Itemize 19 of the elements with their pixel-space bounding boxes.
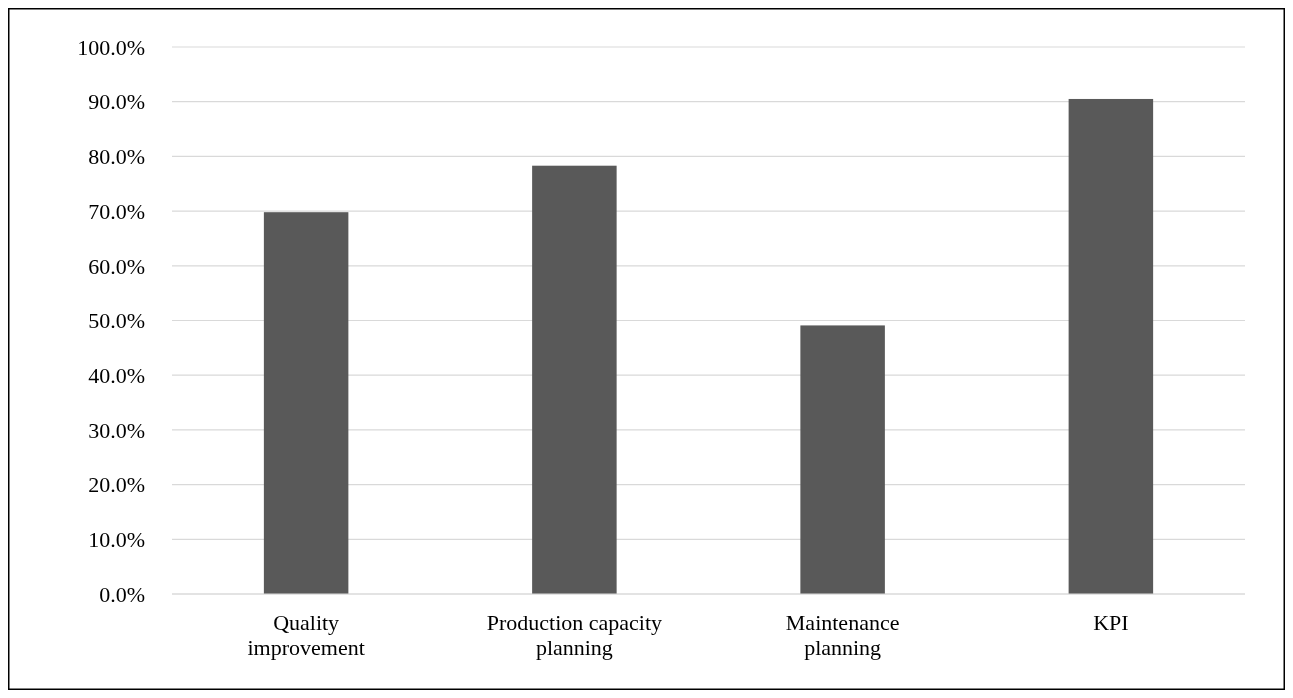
y-tick-label: 90.0%	[88, 89, 145, 115]
x-tick-label: Maintenance planning	[785, 610, 900, 660]
bar	[1068, 98, 1154, 594]
y-tick-label: 80.0%	[88, 144, 145, 170]
bar	[263, 212, 349, 594]
bar	[532, 165, 617, 594]
x-tick-label: KPI	[1093, 610, 1129, 635]
y-tick-label: 20.0%	[88, 472, 145, 498]
y-tick-label: 0.0%	[99, 581, 145, 607]
y-tick-label: 10.0%	[88, 527, 145, 552]
bar	[800, 325, 885, 594]
y-tick-label: 100.0%	[77, 34, 145, 60]
y-tick-label: 50.0%	[88, 308, 145, 334]
y-tick-label: 60.0%	[88, 253, 145, 279]
y-tick-label: 70.0%	[88, 198, 145, 224]
x-tick-label: Quality improvement	[247, 610, 365, 660]
x-tick-label: Production capacity planning	[486, 610, 663, 660]
y-tick-label: 40.0%	[88, 362, 145, 388]
y-tick-label: 30.0%	[88, 417, 145, 443]
